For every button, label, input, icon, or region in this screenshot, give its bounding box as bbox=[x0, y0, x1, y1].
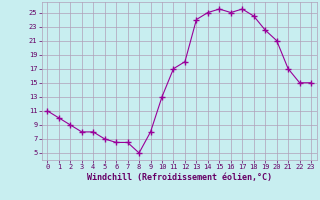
X-axis label: Windchill (Refroidissement éolien,°C): Windchill (Refroidissement éolien,°C) bbox=[87, 173, 272, 182]
